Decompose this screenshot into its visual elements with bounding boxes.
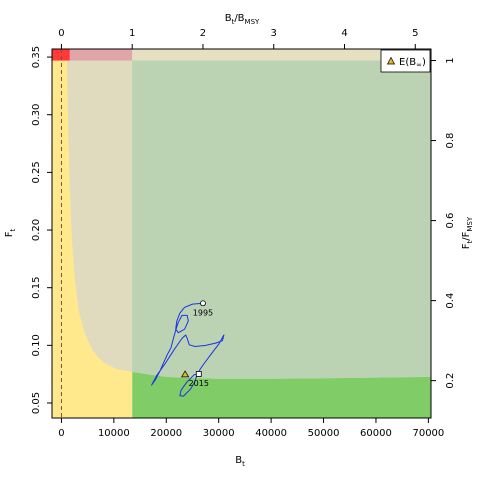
x-tick-label: 70000 xyxy=(412,428,444,439)
end-point-marker xyxy=(195,371,202,377)
equilibrium-biomass-marker xyxy=(181,370,190,378)
legend-box xyxy=(380,49,431,73)
top-tick-label: 5 xyxy=(412,28,418,39)
y-tick-label: 0.30 xyxy=(31,104,42,126)
x-tick-label: 0 xyxy=(58,428,64,439)
x-tick-label: 20000 xyxy=(150,428,182,439)
zone-high-f xyxy=(52,49,133,61)
right-axis-title: Ft/FMSY xyxy=(461,216,474,249)
x-tick-label: 40000 xyxy=(255,428,287,439)
y-tick-label: 0.20 xyxy=(31,219,42,241)
top-tick-label: 0 xyxy=(58,28,64,39)
right-tick-label: 0.4 xyxy=(445,293,456,309)
trajectory-layer: 1995 2015 xyxy=(151,300,225,397)
x-tick-label: 30000 xyxy=(203,428,235,439)
right-tick-label: 0.6 xyxy=(445,213,456,229)
legend-triangle-icon xyxy=(386,56,396,65)
top-tick-label: 2 xyxy=(200,28,206,39)
year-label-start: 1995 xyxy=(193,308,213,317)
y-tick-label: 0.35 xyxy=(31,46,42,68)
y-tick-label: 0.05 xyxy=(31,392,42,414)
top-tick-label: 1 xyxy=(129,28,135,39)
y-axis-title: Ft xyxy=(4,228,17,237)
x-tick-label: 50000 xyxy=(308,428,340,439)
right-tick-label: 0.2 xyxy=(445,373,456,389)
x-axis-title: Bt xyxy=(235,455,245,468)
legend-label: E(B∞) xyxy=(399,57,426,69)
zone-healthy xyxy=(132,49,431,379)
x-tick-label: 10000 xyxy=(98,428,130,439)
y-tick-label: 0.10 xyxy=(31,334,42,356)
top-tick-label: 3 xyxy=(271,28,277,39)
x-tick-label: 60000 xyxy=(360,428,392,439)
start-point-marker xyxy=(200,300,206,307)
y-tick-label: 0.15 xyxy=(31,277,42,299)
axes-layer: 0 10000 20000 30000 40000 50000 60000 70000 0 1 2 3… xyxy=(31,28,456,439)
plot-frame xyxy=(51,48,432,419)
zone-top-band xyxy=(132,49,431,61)
zone-collapse xyxy=(52,49,70,61)
right-tick-label: 1 xyxy=(445,57,456,63)
top-tick-label: 4 xyxy=(341,28,347,39)
legend: E(B∞) xyxy=(380,49,431,73)
right-tick-label: 0.8 xyxy=(445,133,456,149)
stock-trajectory xyxy=(151,302,225,397)
zone-layer xyxy=(52,49,431,418)
year-label-end: 2015 xyxy=(189,379,209,388)
top-axis-title: Bt/BMSY xyxy=(225,13,260,26)
y-tick-label: 0.25 xyxy=(31,161,42,183)
